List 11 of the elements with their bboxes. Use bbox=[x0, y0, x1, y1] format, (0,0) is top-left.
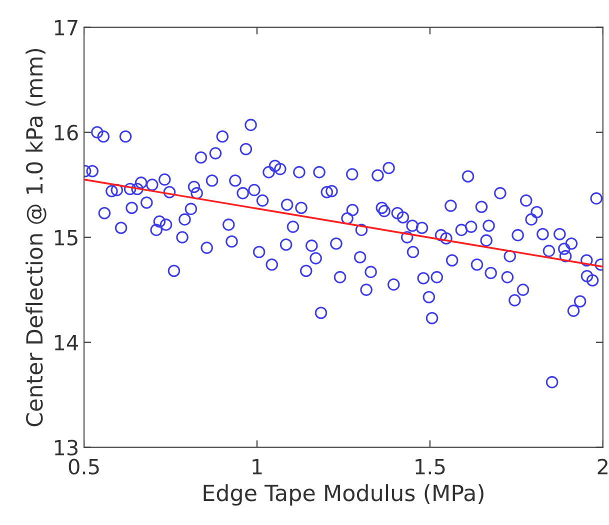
y-tick-label: 17 bbox=[54, 20, 78, 36]
x-tick-label: 0.5 bbox=[68, 458, 99, 475]
y-axis-title: Center Deflection @ 1.0 kPa (mm) bbox=[26, 48, 46, 426]
x-tick-label: 2 bbox=[598, 458, 608, 474]
x-tick-label: 1.5 bbox=[416, 459, 445, 475]
x-tick-label: 1 bbox=[252, 459, 262, 474]
y-tick-label: 15 bbox=[54, 230, 78, 246]
x-axis-title: Edge Tape Modulus (MPa) bbox=[204, 484, 484, 506]
y-tick-label: 13 bbox=[54, 440, 78, 456]
y-tick-label: 14 bbox=[54, 335, 78, 350]
y-tick-label: 16 bbox=[54, 124, 78, 141]
